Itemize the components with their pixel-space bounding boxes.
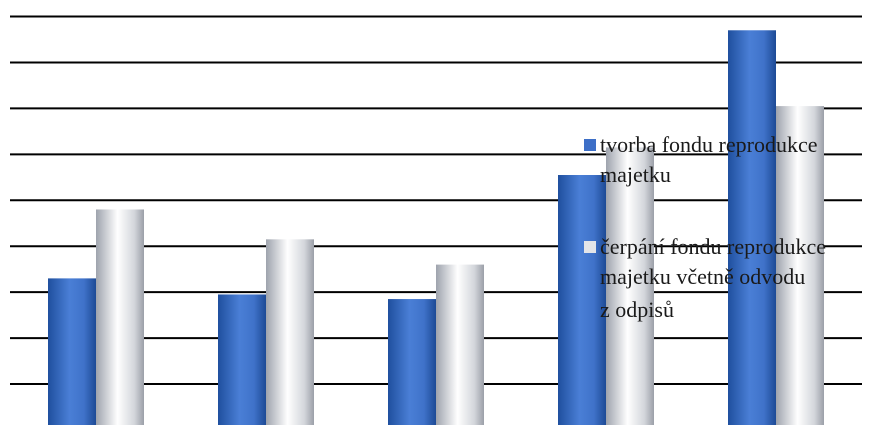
bars (48, 30, 824, 425)
bar-series-2-item-1 (96, 209, 144, 425)
gridlines (10, 15, 862, 386)
bar-series-1-item-2 (218, 294, 266, 425)
legend-label-series-2-line-3: z odpisů (600, 297, 674, 322)
legend-label-series-2-line-1: čerpání fondu reprodukce (600, 234, 826, 259)
bar-series-1-item-4 (558, 175, 606, 425)
legend-label-series-1-line-1: tvorba fondu reprodukce (600, 132, 817, 157)
bar-series-2-item-4 (606, 147, 654, 425)
legend-marker-series-1 (584, 139, 596, 151)
bar-series-1-item-3 (388, 299, 436, 425)
legend-label-series-1-line-2: majetku (600, 162, 671, 187)
bar-series-2-item-5 (776, 106, 824, 425)
bar-series-1-item-5 (728, 30, 776, 425)
legend: tvorba fondu reprodukce majetku čerpání fo… (584, 132, 826, 322)
bar-series-1-item-1 (48, 278, 96, 425)
legend-marker-series-2 (584, 241, 596, 253)
bar-series-2-item-3 (436, 264, 484, 425)
bar-series-2-item-2 (266, 239, 314, 425)
legend-label-series-2-line-2: majetku včetně odvodu (600, 264, 805, 289)
